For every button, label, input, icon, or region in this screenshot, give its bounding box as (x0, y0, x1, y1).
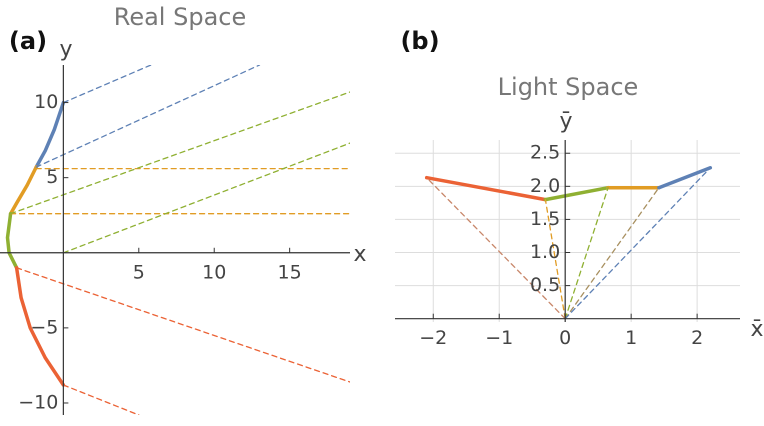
dashed-ray (62, 142, 350, 254)
y-tick-label: 1.0 (530, 241, 560, 263)
dashed-ray (426, 177, 566, 320)
dashed-ray (564, 167, 711, 320)
plot-area (5, 65, 350, 415)
curve (543, 185, 610, 202)
curve (34, 100, 66, 169)
x-tick-label: 0 (559, 327, 571, 349)
y-tick-label: 2.5 (530, 142, 560, 164)
x-tick-label: −2 (419, 327, 447, 349)
curve (657, 166, 713, 190)
curve (8, 165, 38, 216)
dashed-ray (15, 267, 350, 383)
y-tick-label: 10 (34, 91, 58, 113)
x-axis-label: x̄ (750, 317, 763, 342)
curve (5, 211, 19, 270)
y-tick-label: 2.0 (530, 175, 560, 197)
dashed-ray (35, 65, 261, 168)
x-tick-label: 10 (202, 261, 226, 283)
y-axis-label: y (59, 37, 72, 62)
panel-label: (a) (9, 27, 47, 55)
x-tick-label: 2 (691, 327, 703, 349)
dashed-ray (564, 187, 660, 320)
y-axis-label: ȳ (559, 109, 572, 134)
curve (14, 266, 66, 387)
panel-label: (b) (400, 27, 439, 55)
x-tick-label: 15 (278, 261, 302, 283)
dashed-ray (564, 187, 609, 320)
dashed-ray (9, 91, 350, 215)
x-tick-label: 5 (133, 261, 145, 283)
dashed-ray (544, 198, 566, 320)
plot-area (424, 166, 713, 320)
y-tick-label: 0.5 (530, 274, 560, 296)
y-tick-label: −5 (30, 316, 58, 338)
x-tick-label: −1 (485, 327, 513, 349)
chart-title: Light Space (498, 73, 639, 101)
dashed-ray (62, 384, 140, 415)
curve (424, 175, 548, 202)
y-tick-label: 5 (46, 166, 58, 188)
x-axis-label: x (353, 242, 366, 267)
y-tick-label: −10 (18, 391, 58, 413)
y-tick-label: 1.5 (530, 208, 560, 230)
chart-title: Real Space (114, 3, 247, 31)
x-tick-label: 1 (625, 327, 637, 349)
dashed-ray (62, 65, 152, 104)
